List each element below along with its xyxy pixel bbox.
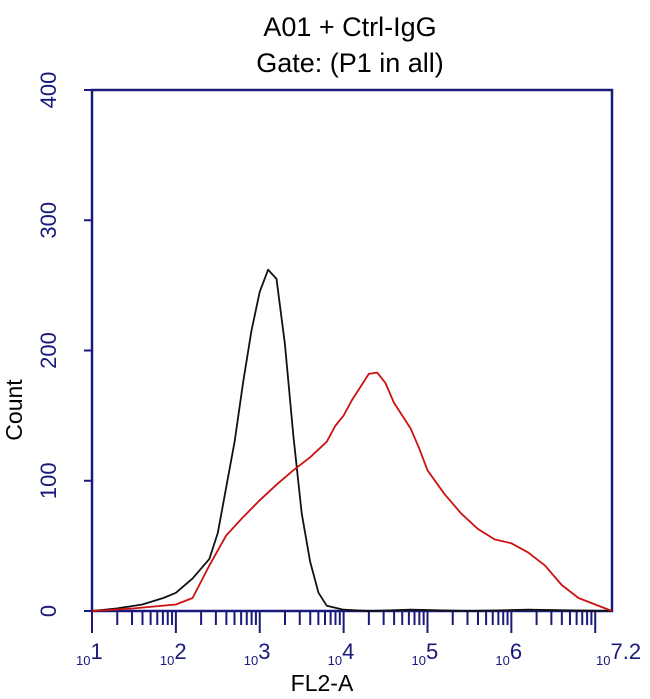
y-tick-label: 0	[36, 605, 61, 617]
x-tick-label: 106	[495, 639, 522, 668]
y-tick-label: 200	[36, 332, 61, 369]
x-tick-marks	[91, 611, 597, 633]
x-axis-label: FL2-A	[291, 670, 354, 696]
series-line-2	[91, 371, 613, 612]
y-tick-label: 100	[36, 462, 61, 499]
y-tick-labels: 0 100 200 300 400	[36, 72, 61, 617]
chart-subtitle: Gate: (P1 in all)	[256, 48, 444, 78]
x-tick-label: 101	[76, 639, 103, 668]
x-tick-label: 104	[328, 639, 355, 668]
x-tick-label: 102	[160, 639, 187, 668]
chart-title: A01 + Ctrl-IgG	[263, 12, 436, 42]
series-layer	[91, 268, 613, 612]
y-tick-label: 400	[36, 72, 61, 109]
y-tick-label: 300	[36, 202, 61, 239]
x-tick-label: 105	[411, 639, 438, 668]
y-axis-label: Count	[1, 379, 27, 441]
x-tick-labels: 101 102 103 104 105 106 107.2	[76, 639, 641, 668]
series-line-1	[91, 268, 613, 612]
y-tick-marks	[84, 89, 92, 612]
plot-frame	[90, 88, 614, 613]
x-tick-label: 107.2	[596, 639, 641, 668]
x-tick-label: 103	[244, 639, 271, 668]
